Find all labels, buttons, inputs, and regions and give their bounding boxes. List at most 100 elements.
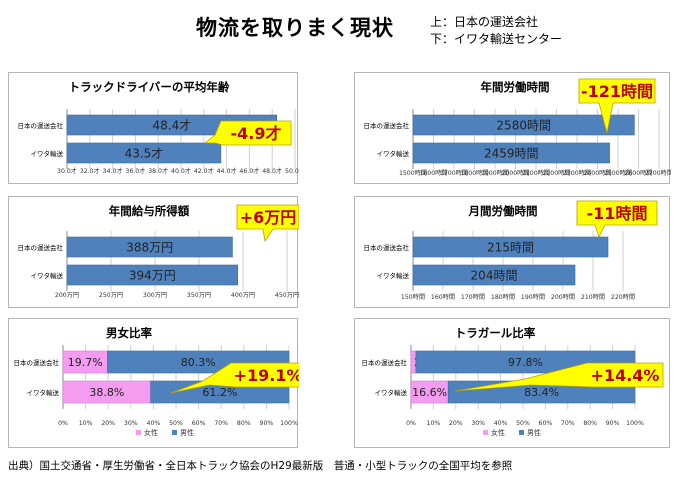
x-tick-label: 1900時間	[481, 170, 509, 177]
x-tick-label: 210時間	[581, 294, 605, 301]
chart-title: 男女比率	[106, 326, 152, 340]
x-tick-label: 350万円	[187, 292, 211, 299]
chart-panel-gender-ratio: 男女比率 0% 10% 20% 30% 40% 50% 60% 70% 80% 90% 100% 日本の…	[8, 318, 299, 448]
x-tick-label: 90%	[606, 420, 620, 427]
callout-bubble	[578, 78, 656, 134]
category-label: イワタ輸送	[31, 149, 64, 158]
category-label: 日本の運送会社	[364, 121, 410, 130]
category-label: 日本の運送会社	[364, 243, 410, 252]
x-tick-label: 36.0才	[125, 167, 145, 175]
category-label: イワタ輸送	[375, 388, 408, 397]
legend-line-bottom: 下：イワタ輸送センター	[430, 32, 563, 46]
data-label: 43.5才	[125, 147, 164, 161]
x-tick-label: 100%	[626, 420, 644, 427]
bar	[66, 264, 239, 286]
x-tick-label: 10%	[427, 420, 441, 427]
x-tick-label: 34.0才	[103, 167, 123, 175]
legend-line-top: 上：日本の運送会社	[430, 15, 539, 29]
chart-svg-hours_month: 月間労働時間 150時間 160時間 170時間 180時間 190時間 200時間 210時…	[364, 200, 658, 301]
x-tick-label: 46.0才	[239, 167, 259, 175]
callout-bubble	[454, 362, 664, 392]
callout-difference: +6万円	[240, 208, 297, 227]
page-title: 物流を取りまく現状	[196, 16, 394, 40]
data-label: 16.6%	[412, 386, 447, 399]
x-tick-label: 20%	[449, 420, 463, 427]
x-tick-label: 190時間	[521, 294, 545, 301]
x-tick-label: 2300時間	[563, 170, 591, 177]
chart-title: トラガール比率	[455, 326, 536, 340]
data-label: 394万円	[129, 269, 176, 283]
x-tick-label: 450万円	[275, 292, 299, 299]
category-label: イワタ輸送	[27, 388, 60, 397]
chart-title: 月間労働時間	[468, 204, 538, 218]
category-label: イワタ輸送	[31, 271, 64, 280]
x-tick-label: 40.0才	[171, 167, 191, 175]
data-label: 61.2%	[202, 386, 237, 399]
x-tick-label: 2600時間	[624, 170, 652, 177]
x-tick-label: 400万円	[231, 292, 255, 299]
bar	[412, 114, 635, 136]
x-tick-label: 0%	[406, 420, 416, 427]
x-tick-label: 70%	[561, 420, 575, 427]
legend-label: 男性	[180, 428, 194, 437]
chart-svg-income: 年間給与所得額 200万円 250万円 300万円 350万円 400万円 450万円 日本の…	[18, 204, 299, 299]
x-tick-label: 40%	[147, 420, 161, 427]
data-label: 19.7%	[68, 356, 103, 369]
x-tick-label: 50.0才	[285, 167, 299, 175]
x-tick-label: 38.0才	[148, 167, 168, 175]
x-tick-label: 30.0才	[57, 167, 77, 175]
x-tick-label: 170時間	[461, 294, 485, 301]
bar	[66, 236, 233, 258]
data-label: 2580時間	[496, 119, 551, 133]
x-tick-label: 2700時間	[645, 170, 671, 177]
data-label: 215時間	[487, 241, 534, 255]
x-tick-label: 32.0才	[80, 167, 100, 175]
data-label: 38.8%	[89, 386, 124, 399]
chart-svg-truck_girl: トラガール比率 0% 10% 20% 30% 40% 50% 60% 70% 80% 90% 100%…	[362, 326, 664, 437]
chart-svg-hours_year: 年間労働時間 1500時間1600時間1700時間1800時間1900時間2000…	[364, 78, 671, 177]
callout-bubble	[576, 200, 658, 239]
legend-label: 女性	[491, 428, 505, 437]
callout-difference: -4.9才	[231, 124, 282, 143]
x-tick-label: 300万円	[143, 292, 167, 299]
category-label: イワタ輸送	[377, 271, 410, 280]
x-tick-label: 150時間	[401, 294, 425, 301]
data-label: 48.4才	[153, 119, 192, 133]
category-label: 日本の運送会社	[18, 243, 64, 252]
x-tick-label: 10%	[79, 420, 93, 427]
chart-title: 年間労働時間	[481, 80, 550, 94]
category-label: 日本の運送会社	[14, 358, 60, 367]
x-tick-label: 2000時間	[501, 170, 529, 177]
x-tick-label: 1500時間	[399, 170, 427, 177]
callout-bubble	[170, 362, 299, 394]
callout-difference: +19.1%	[234, 366, 299, 385]
chart-panel-truck-girl-ratio: トラガール比率 0% 10% 20% 30% 40% 50% 60% 70% 80% 90% 100%…	[354, 318, 670, 448]
x-tick-label: 40%	[494, 420, 508, 427]
data-label: 204時間	[471, 269, 518, 283]
data-label: 80.3%	[181, 356, 216, 369]
x-tick-label: 90%	[260, 420, 274, 427]
x-tick-label: 48.0才	[262, 167, 282, 175]
data-label: 2459時間	[484, 147, 539, 161]
callout-bubble	[203, 120, 292, 146]
x-tick-label: 1800時間	[460, 170, 488, 177]
data-label: 83.4%	[524, 386, 559, 399]
data-label: 388万円	[126, 241, 173, 255]
x-tick-label: 44.0才	[217, 167, 237, 175]
legend-label: 男性	[527, 428, 541, 437]
callout-bubble	[236, 204, 299, 243]
x-tick-label: 50%	[169, 420, 183, 427]
category-label: 日本の運送会社	[18, 121, 64, 130]
x-tick-label: 200時間	[551, 294, 575, 301]
x-tick-label: 30%	[124, 420, 138, 427]
legend-swatch	[519, 430, 524, 435]
chart-panel-annual-income: 年間給与所得額 200万円 250万円 300万円 350万円 400万円 450万円 日本の…	[8, 196, 299, 308]
category-label: 日本の運送会社	[362, 358, 408, 367]
callout-difference: -11時間	[587, 204, 648, 223]
x-tick-label: 220時間	[611, 294, 635, 301]
x-tick-label: 60%	[539, 420, 553, 427]
x-tick-label: 200万円	[55, 292, 79, 299]
source-footnote: 出典）国土交通省・厚生労働省・全日本トラック協会のH29最新版 普通・小型トラッ…	[8, 460, 513, 472]
x-tick-label: 1700時間	[440, 170, 468, 177]
